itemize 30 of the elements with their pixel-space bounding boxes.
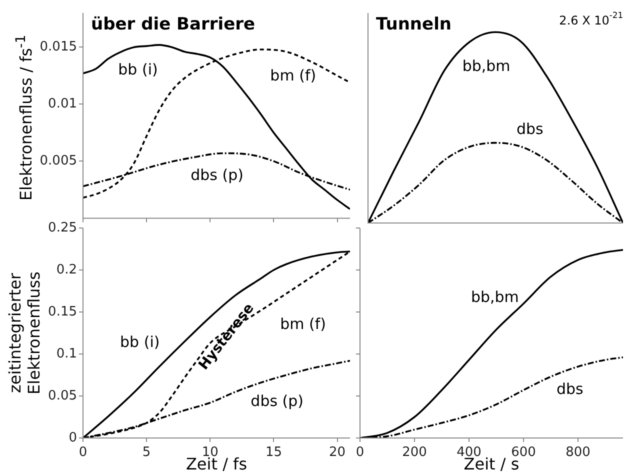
- y-tick-label: 0.005: [40, 154, 77, 169]
- y-tick-label: 0.1: [56, 346, 77, 362]
- x-tick-label: 15: [265, 445, 282, 460]
- annotation: dbs (p): [250, 392, 304, 410]
- x-tick-label: 200: [402, 445, 427, 460]
- annotation: bb,bm: [470, 288, 519, 306]
- x-tick-label: 0: [356, 445, 364, 460]
- y-tick-label: 0.15: [48, 304, 77, 320]
- y-tick-label: 0.015: [40, 40, 77, 55]
- x-tick-label: 600: [511, 445, 536, 460]
- y-tick-label: 0.2: [56, 262, 77, 278]
- x-tick-label: 0: [78, 445, 88, 460]
- x-tick-label: 800: [566, 445, 590, 460]
- x-tick-label: 5: [142, 445, 151, 460]
- chart-title: über die Barriere: [91, 14, 256, 34]
- annotation: bb (i): [118, 60, 158, 79]
- annotation: bb,bm: [462, 56, 510, 75]
- chart-title: Tunneln: [376, 14, 452, 34]
- annotation: bm (f): [270, 66, 316, 85]
- y-axis-title: zeitintegrierter Elektronenfluss: [5, 272, 43, 394]
- annotation: bb (i): [120, 332, 160, 351]
- annotation: dbs (p): [190, 166, 244, 184]
- y-tick-label: 0: [68, 430, 77, 446]
- x-tick-label: 20: [329, 445, 346, 460]
- y-tick-label: 0.05: [48, 388, 77, 404]
- annotation: dbs: [556, 380, 584, 398]
- annotation: bm (f): [280, 314, 326, 333]
- annotation: dbs: [516, 120, 544, 138]
- y-tick-label: 0.01: [48, 96, 77, 112]
- y-tick-label: 0.25: [48, 220, 77, 236]
